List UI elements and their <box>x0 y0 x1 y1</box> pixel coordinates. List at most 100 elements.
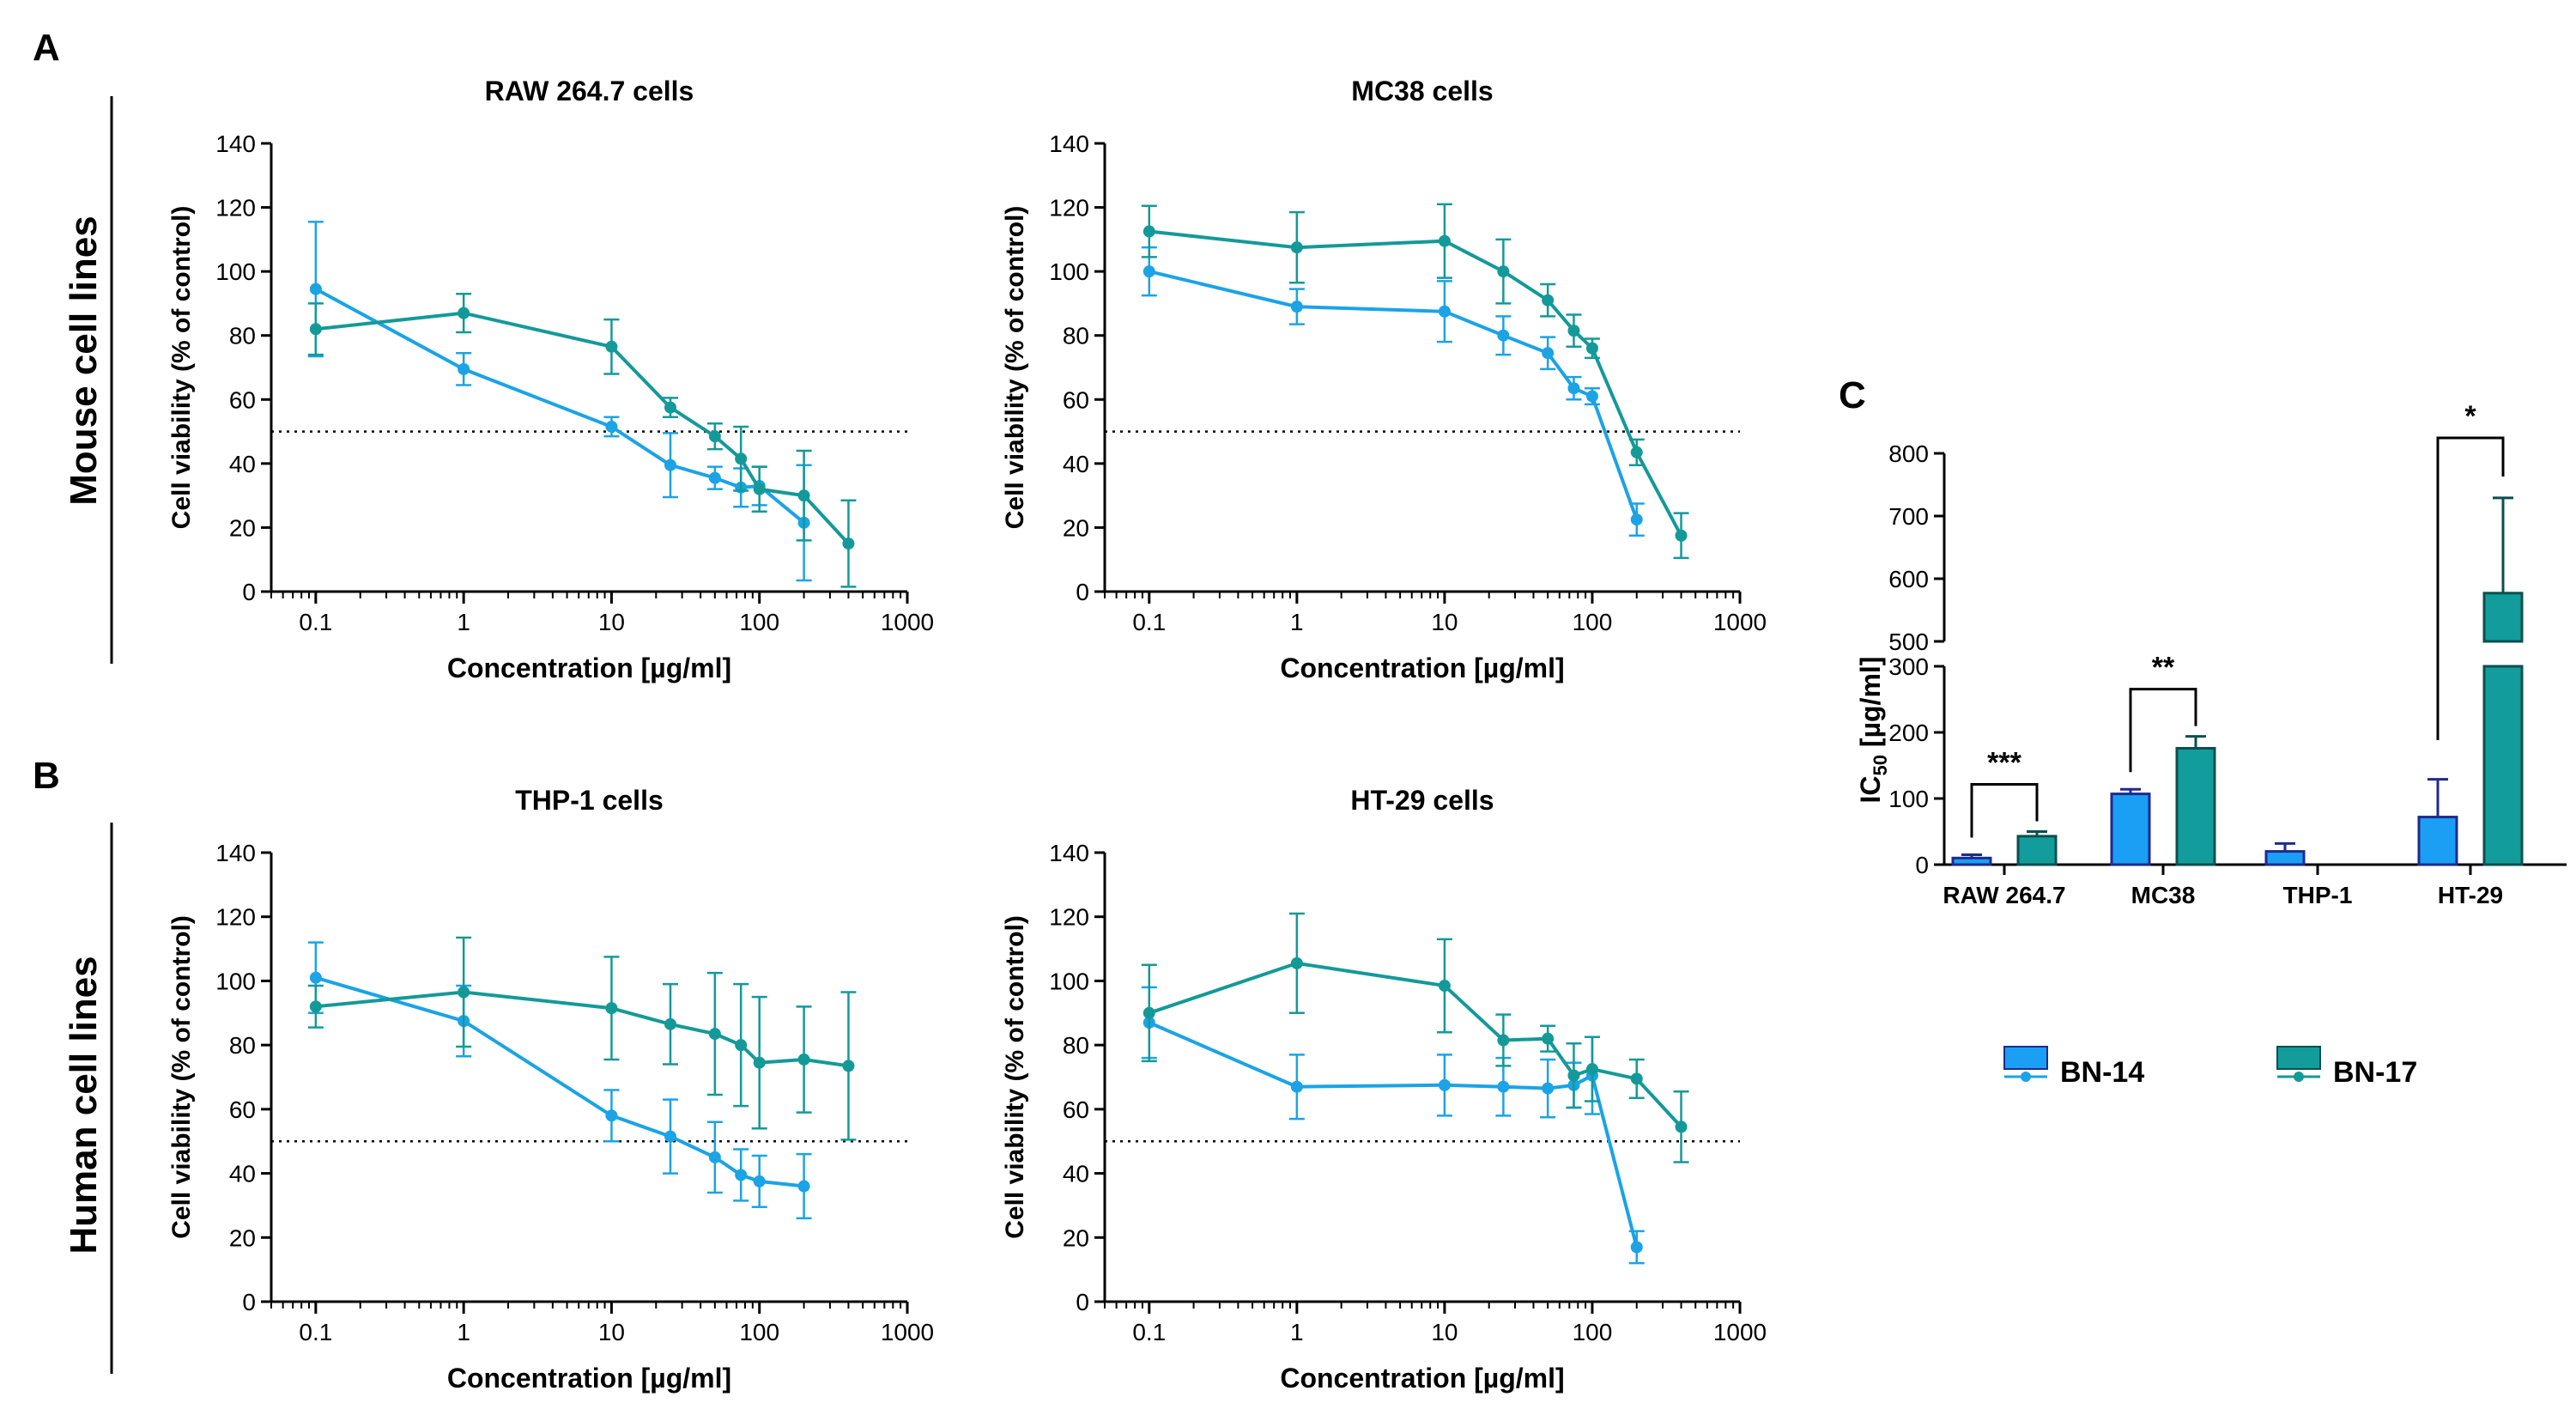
x-tick-label: 1 <box>457 609 470 635</box>
y-axis-label-main: IC <box>1855 775 1886 803</box>
series-bn-17 <box>307 936 857 1141</box>
data-point <box>1585 1063 1598 1076</box>
data-point <box>1438 234 1451 247</box>
x-tick-label: 1 <box>1290 609 1304 635</box>
data-point <box>1497 265 1510 278</box>
data-point <box>797 489 810 502</box>
data-point <box>1290 241 1303 254</box>
data-point <box>1143 265 1155 278</box>
y-tick-label: 120 <box>1049 904 1089 931</box>
data-point <box>735 1169 748 1181</box>
legend-swatch-bn17-bar <box>2276 1046 2321 1070</box>
x-tick-label: 1000 <box>1713 609 1767 635</box>
x-tick-label: 0.1 <box>299 609 332 635</box>
series-line <box>314 287 805 525</box>
y-tick-label: 60 <box>1063 386 1089 413</box>
legend: BN-14 BN-17 <box>2003 1046 2417 1089</box>
bar-bn-14 <box>2417 816 2458 866</box>
data-point <box>735 1039 748 1052</box>
data-point <box>1497 1080 1510 1093</box>
bar-bn-17-lower <box>2482 665 2524 866</box>
y-tick-label: 700 <box>1888 503 1929 530</box>
series-line <box>1149 961 1682 1128</box>
significance-label: *** <box>1987 747 2021 780</box>
data-point <box>1143 225 1155 238</box>
bar-bn-14 <box>1951 856 1992 866</box>
data-point <box>842 1060 855 1072</box>
chart-title: THP-1 cells <box>515 785 664 816</box>
data-point <box>1542 294 1555 307</box>
x-tick-label: 0.1 <box>299 1319 332 1345</box>
data-point <box>1542 1082 1555 1095</box>
row-label-human: Human cell lines <box>63 956 105 1254</box>
y-tick-label: 80 <box>229 1032 256 1059</box>
significance-bracket <box>2436 436 2505 740</box>
y-axis-label: Cell viability (% of control) <box>167 206 196 530</box>
y-tick-label: 140 <box>215 840 256 866</box>
data-point <box>1630 1241 1643 1254</box>
chart-title: RAW 264.7 cells <box>485 76 694 106</box>
x-tick-label: 1 <box>457 1319 470 1345</box>
y-tick-label: 80 <box>229 323 256 349</box>
y-tick-label: 80 <box>1063 323 1089 349</box>
x-tick-label: RAW 264.7 <box>1943 882 2065 908</box>
y-tick-label: 20 <box>1063 514 1089 541</box>
y-tick-label: 140 <box>215 131 256 157</box>
y-tick-label: 100 <box>1888 786 1929 812</box>
series-bn-14 <box>1141 246 1645 537</box>
series-bn-14 <box>307 221 812 582</box>
data-point <box>605 340 618 353</box>
x-tick-label: 100 <box>739 609 779 635</box>
data-point <box>1675 529 1688 542</box>
data-point <box>1497 1034 1510 1047</box>
data-point <box>1567 382 1580 395</box>
y-tick-label: 0 <box>1915 852 1929 878</box>
x-tick-label: 10 <box>1431 1319 1458 1345</box>
y-tick-label: 100 <box>215 968 256 994</box>
data-point <box>797 1053 810 1066</box>
panel-label-c: C <box>1839 374 1866 416</box>
y-tick-label: 80 <box>1063 1032 1089 1059</box>
legend-swatch-bn14-marker <box>2021 1072 2031 1082</box>
y-tick-label: 40 <box>1063 1161 1089 1187</box>
series-line <box>315 311 850 545</box>
chart-title: HT-29 cells <box>1350 785 1494 816</box>
y-tick-label: 40 <box>229 1161 256 1187</box>
x-tick-label: MC38 <box>2131 882 2196 908</box>
y-tick-label: 120 <box>215 195 256 222</box>
x-tick-label: HT-29 <box>2438 882 2503 908</box>
data-point <box>753 483 766 495</box>
y-tick-label: 0 <box>1076 1289 1089 1315</box>
x-tick-label: 10 <box>1431 609 1458 635</box>
y-tick-label: 120 <box>215 904 256 931</box>
data-point <box>1567 325 1580 337</box>
data-point <box>1542 347 1555 360</box>
data-point <box>753 1056 766 1069</box>
series-line <box>1149 229 1683 537</box>
data-point <box>1585 390 1598 403</box>
x-tick-label: THP-1 <box>2283 882 2353 908</box>
data-point <box>842 537 855 550</box>
y-tick-label: 0 <box>242 1289 256 1315</box>
series-bn-17 <box>1141 912 1689 1163</box>
series-bn-17 <box>1141 203 1689 560</box>
y-tick-label: 60 <box>229 386 256 413</box>
y-tick-label: 140 <box>1049 131 1089 157</box>
data-point <box>1567 1069 1580 1082</box>
data-point <box>309 1000 322 1013</box>
data-point <box>664 1017 676 1030</box>
x-tick-label: 0.1 <box>1132 1319 1166 1345</box>
x-tick-label: 10 <box>598 609 625 635</box>
y-axis-label: Cell viability (% of control) <box>1001 915 1029 1239</box>
bar-bn-14 <box>2110 793 2151 866</box>
chart-raw-264-7: RAW 264.7 cells Concentration [µg/ml] Ce… <box>167 76 934 683</box>
y-tick-label: 200 <box>1888 720 1929 746</box>
y-tick-label: 140 <box>1049 840 1089 866</box>
y-axis-label: IC50 [µg/ml] <box>1855 657 1891 804</box>
data-point <box>309 971 322 984</box>
bar-bn-14 <box>2264 850 2306 866</box>
data-point <box>605 1109 618 1122</box>
y-axis-label: Cell viability (% of control) <box>1001 206 1029 530</box>
